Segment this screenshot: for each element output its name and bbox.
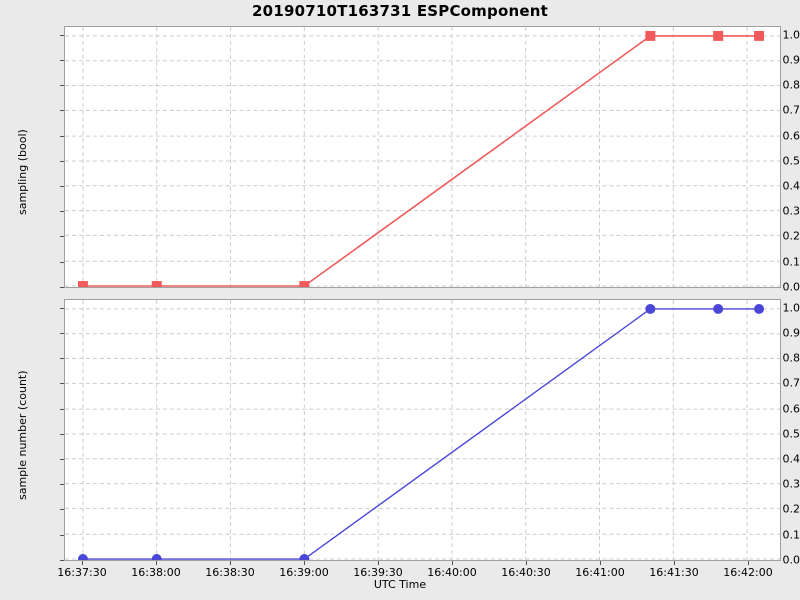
bottom-series-markers — [77, 303, 765, 560]
y-tick-label: 0.6 — [782, 402, 800, 416]
y-tick-label: 0.1 — [782, 255, 800, 269]
y-tick-mark — [60, 110, 64, 111]
y-tick-mark — [60, 333, 64, 334]
y-tick-mark — [60, 85, 64, 86]
x-tick-label: 16:40:30 — [501, 566, 551, 579]
bottom-plot-panel — [64, 299, 781, 561]
bottom-y-axis-title-wrap: sample number (count) — [16, 370, 29, 500]
y-tick-label: 0.9 — [782, 326, 800, 340]
bottom-series-line — [82, 308, 760, 560]
y-tick-mark — [60, 308, 64, 309]
x-tick-label: 16:37:30 — [57, 566, 107, 579]
x-tick-label: 16:38:30 — [205, 566, 255, 579]
y-tick-mark — [60, 484, 64, 485]
x-tick-mark — [156, 561, 157, 565]
y-tick-label: 0.3 — [782, 477, 800, 491]
bottom-plot-area — [65, 300, 780, 560]
y-tick-label: 0.1 — [782, 528, 800, 542]
top-gridlines-vertical — [82, 27, 748, 287]
y-tick-mark — [60, 509, 64, 510]
y-tick-label: 0.5 — [782, 427, 800, 441]
y-tick-label: 0.0 — [782, 280, 800, 294]
top-plot-svg — [65, 27, 780, 287]
y-tick-mark — [60, 236, 64, 237]
top-y-axis-title: sampling (bool) — [16, 129, 29, 215]
y-tick-label: 1.0 — [782, 28, 800, 42]
y-tick-label: 0.9 — [782, 53, 800, 67]
y-tick-label: 1.0 — [782, 301, 800, 315]
page-title: 20190710T163731 ESPComponent — [252, 2, 548, 20]
y-tick-label: 0.2 — [782, 502, 800, 516]
y-tick-mark — [60, 262, 64, 263]
y-tick-label: 0.8 — [782, 78, 800, 92]
x-tick-mark — [304, 561, 305, 565]
top-series-line — [82, 35, 760, 287]
y-tick-mark — [60, 35, 64, 36]
y-tick-mark — [60, 459, 64, 460]
y-tick-label: 0.6 — [782, 129, 800, 143]
y-tick-label: 0.3 — [782, 204, 800, 218]
x-axis-title: UTC Time — [373, 578, 427, 591]
y-tick-mark — [60, 136, 64, 137]
y-tick-mark — [60, 161, 64, 162]
x-tick-mark — [526, 561, 527, 565]
x-tick-mark — [600, 561, 601, 565]
y-tick-mark — [60, 186, 64, 187]
y-tick-mark — [60, 434, 64, 435]
y-tick-mark — [60, 535, 64, 536]
top-gridlines-horizontal — [65, 35, 780, 287]
x-tick-mark — [748, 561, 749, 565]
y-tick-label: 0.2 — [782, 229, 800, 243]
y-tick-mark — [60, 358, 64, 359]
y-tick-label: 0.7 — [782, 103, 800, 117]
y-tick-mark — [60, 409, 64, 410]
x-tick-label: 16:41:00 — [575, 566, 625, 579]
x-tick-mark — [674, 561, 675, 565]
x-tick-label: 16:42:00 — [723, 566, 773, 579]
x-tick-mark — [230, 561, 231, 565]
bottom-plot-svg — [65, 300, 780, 560]
y-tick-mark — [60, 383, 64, 384]
x-tick-mark — [82, 561, 83, 565]
y-tick-label: 0.7 — [782, 376, 800, 390]
y-tick-mark — [60, 60, 64, 61]
y-tick-label: 0.4 — [782, 452, 800, 466]
top-plot-area — [65, 27, 780, 287]
x-tick-mark — [452, 561, 453, 565]
y-tick-mark — [60, 211, 64, 212]
x-tick-label: 16:39:30 — [353, 566, 403, 579]
y-tick-label: 0.8 — [782, 351, 800, 365]
top-plot-panel — [64, 26, 781, 288]
y-tick-label: 0.5 — [782, 154, 800, 168]
x-tick-mark — [378, 561, 379, 565]
y-tick-mark — [60, 287, 64, 288]
x-tick-label: 16:40:00 — [427, 566, 477, 579]
x-tick-label: 16:38:00 — [131, 566, 181, 579]
y-tick-mark — [60, 560, 64, 561]
top-series-markers — [77, 30, 765, 287]
x-tick-label: 16:41:30 — [649, 566, 699, 579]
bottom-y-axis-title: sample number (count) — [16, 370, 29, 500]
y-tick-label: 0.0 — [782, 553, 800, 567]
bottom-gridlines-horizontal — [65, 308, 780, 560]
bottom-gridlines-vertical — [82, 300, 748, 560]
y-tick-label: 0.4 — [782, 179, 800, 193]
top-y-axis-title-wrap: sampling (bool) — [16, 129, 29, 215]
x-tick-label: 16:39:00 — [279, 566, 329, 579]
